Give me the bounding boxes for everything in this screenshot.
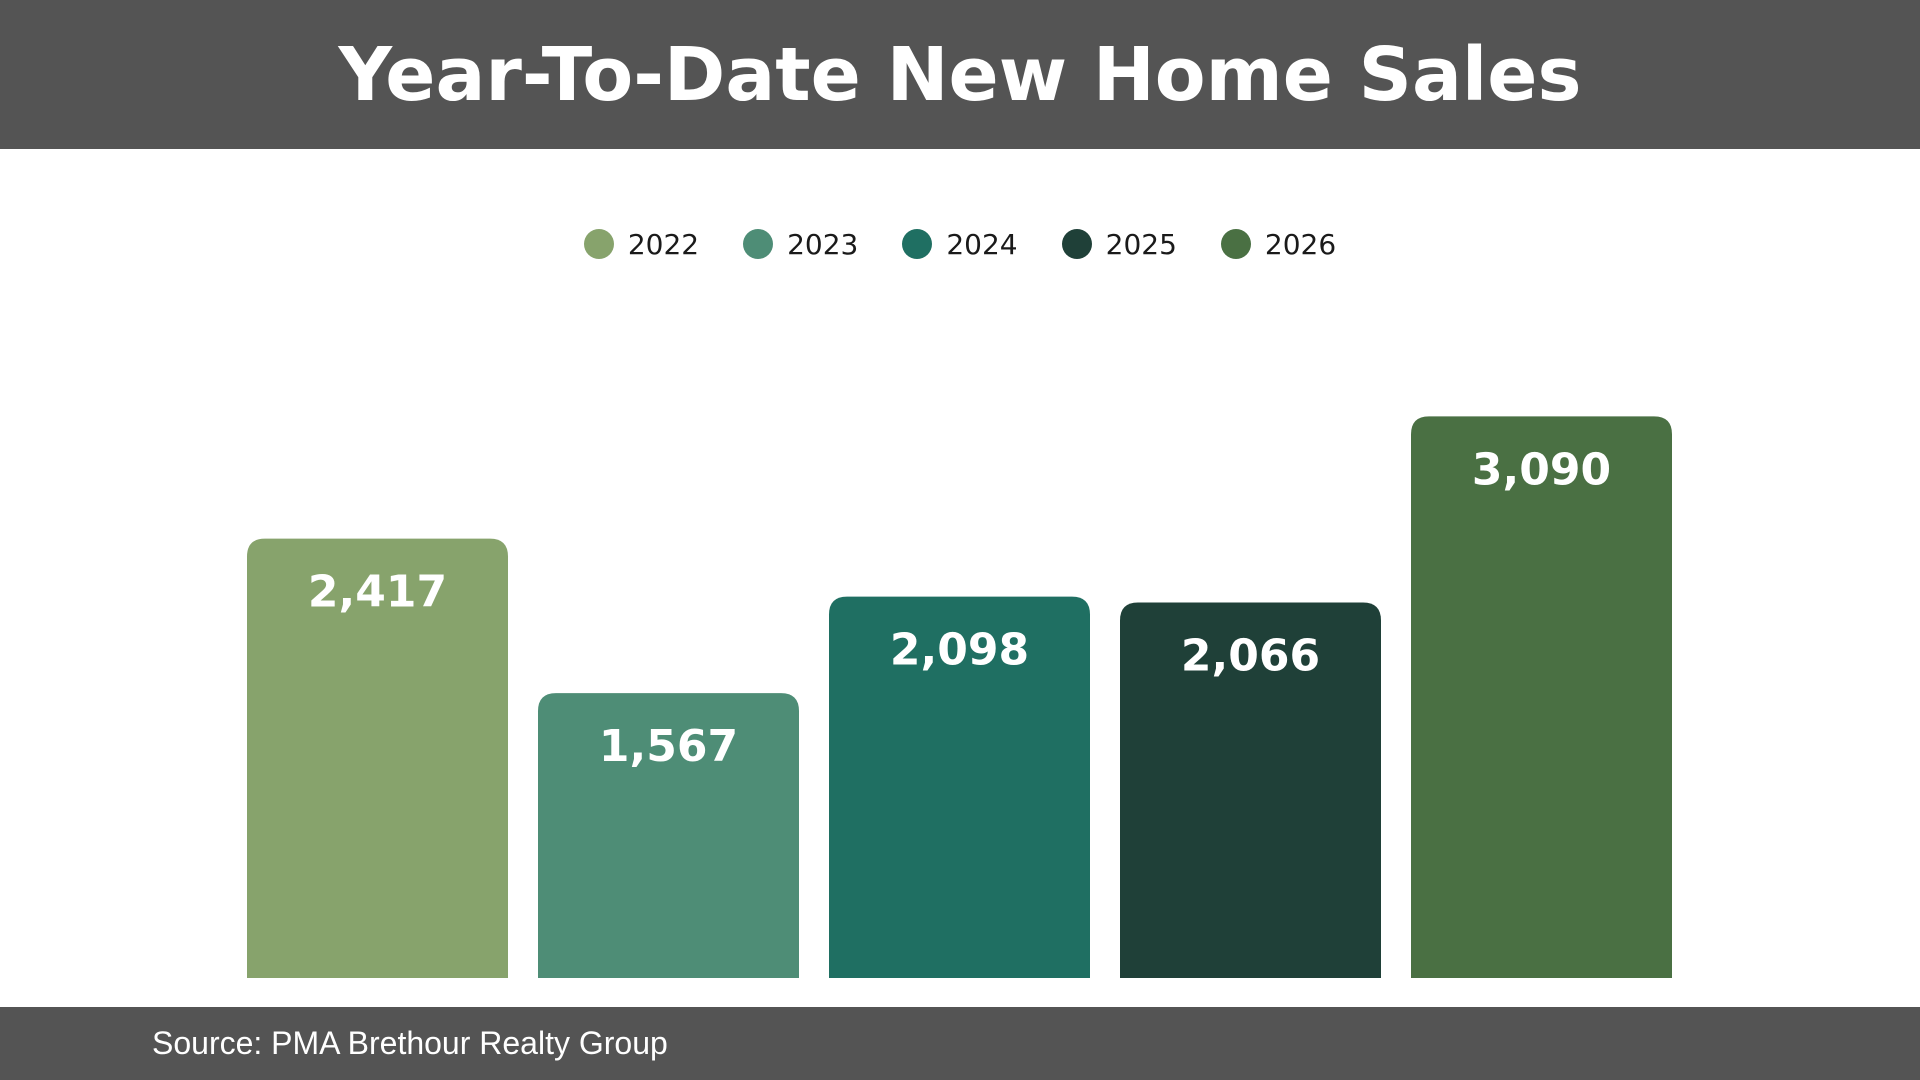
legend-item-2026: 2026 (1220, 227, 1337, 261)
legend-swatch (583, 229, 614, 259)
legend-item-2025: 2025 (1061, 227, 1177, 261)
chart-header: Year-To-Date New Home Sales (0, 0, 1920, 149)
legend-swatch (743, 229, 774, 259)
bar-2022 (247, 538, 508, 978)
bar-value-label: 1,567 (599, 721, 738, 772)
chart-legend: 2022 2023 2024 2025 2026 (0, 222, 1920, 266)
chart-footer: Source: PMA Brethour Realty Group (0, 1007, 1920, 1080)
legend-swatch (902, 229, 933, 259)
bar-value-label: 3,090 (1472, 444, 1611, 495)
legend-label: 2022 (627, 227, 700, 261)
bar-2025 (1120, 602, 1381, 978)
legend-swatch (1061, 229, 1092, 259)
legend-swatch (1220, 229, 1251, 259)
legend-label: 2024 (946, 227, 1018, 261)
legend-label: 2023 (787, 227, 859, 261)
legend-label: 2026 (1264, 227, 1337, 261)
bar-value-label: 2,066 (1181, 630, 1320, 681)
bar-value-label: 2,417 (308, 567, 447, 618)
source-note: Source: PMA Brethour Realty Group (152, 1025, 668, 1061)
chart-title: Year-To-Date New Home Sales (338, 31, 1582, 118)
bar-2024 (829, 596, 1090, 978)
legend-item-2023: 2023 (743, 228, 858, 261)
bar-2026 (1411, 416, 1672, 978)
legend-item-2024: 2024 (902, 227, 1018, 261)
bar-value-label: 2,098 (890, 625, 1029, 676)
bar-2023 (538, 693, 799, 978)
legend-label: 2025 (1105, 227, 1177, 261)
legend-item-2022: 2022 (583, 227, 700, 261)
